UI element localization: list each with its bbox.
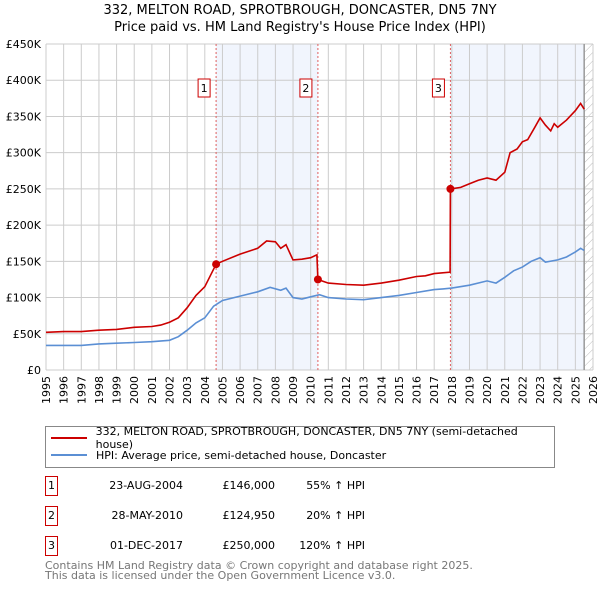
sale-label-box bbox=[197, 78, 211, 98]
sale-marker-badge: 3 bbox=[45, 536, 58, 556]
sale-row: 3 01-DEC-2017 £250,000 120% ↑ HPI bbox=[45, 536, 445, 556]
x-tick-label: 2013 bbox=[358, 376, 371, 404]
sale-point bbox=[313, 275, 322, 284]
legend-label: HPI: Average price, semi-detached house,… bbox=[96, 448, 387, 462]
y-tick-label: £350K bbox=[6, 110, 42, 123]
x-tick-label: 2015 bbox=[393, 376, 406, 404]
sale-label-box bbox=[299, 78, 313, 98]
sale-price: £250,000 bbox=[222, 539, 276, 552]
y-tick-label: £150K bbox=[6, 255, 42, 268]
y-tick-label: £400K bbox=[6, 74, 42, 87]
sale-hpi-change: 55% ↑ HPI bbox=[306, 479, 365, 492]
x-tick-label: 2010 bbox=[305, 376, 318, 404]
x-tick-label: 1996 bbox=[58, 376, 71, 404]
x-tick-label: 2023 bbox=[534, 376, 547, 404]
sale-row: 2 28-MAY-2010 £124,950 20% ↑ HPI bbox=[45, 506, 445, 526]
x-tick-label: 2014 bbox=[375, 376, 388, 404]
sale-hpi-change: 20% ↑ HPI bbox=[306, 509, 365, 522]
x-tick-label: 2019 bbox=[463, 376, 476, 404]
sale-marker-badge: 1 bbox=[45, 476, 58, 496]
series-line-hpi bbox=[46, 247, 585, 347]
chart-legend: 332, MELTON ROAD, SPROTBROUGH, DONCASTER… bbox=[45, 425, 555, 468]
legend-item-hpi: HPI: Average price, semi-detached house,… bbox=[51, 447, 386, 463]
y-tick-label: £0 bbox=[27, 364, 41, 377]
x-tick-label: 1999 bbox=[111, 376, 124, 404]
y-tick-label: £300K bbox=[6, 147, 42, 160]
sale-point bbox=[212, 260, 221, 269]
sale-price: £146,000 bbox=[222, 479, 276, 492]
sale-label: 1 bbox=[201, 82, 208, 95]
y-tick-label: £450K bbox=[6, 38, 42, 51]
x-tick-label: 2006 bbox=[234, 376, 247, 404]
legend-swatch-blue bbox=[51, 454, 87, 456]
x-tick-label: 2017 bbox=[428, 376, 441, 404]
y-tick-label: £250K bbox=[6, 183, 42, 196]
footer-attribution: Contains HM Land Registry data © Crown c… bbox=[45, 559, 473, 582]
shaded-ownership-period bbox=[450, 44, 585, 370]
sale-price: £124,950 bbox=[222, 509, 276, 522]
chart-title: 332, MELTON ROAD, SPROTBROUGH, DONCASTER… bbox=[103, 3, 497, 18]
x-tick-label: 2002 bbox=[164, 376, 177, 404]
footer-line: This data is licensed under the Open Gov… bbox=[45, 569, 396, 582]
x-tick-label: 2021 bbox=[499, 376, 512, 404]
y-tick-label: £200K bbox=[6, 219, 42, 232]
shaded-ownership-period bbox=[216, 44, 318, 370]
x-tick-label: 2026 bbox=[587, 376, 600, 404]
sale-point bbox=[446, 184, 455, 193]
x-tick-label: 2001 bbox=[146, 376, 159, 404]
x-tick-label: 2025 bbox=[569, 376, 582, 404]
x-tick-label: 2022 bbox=[516, 376, 529, 404]
x-tick-label: 1997 bbox=[75, 376, 88, 404]
sale-hpi-change: 120% ↑ HPI bbox=[299, 539, 365, 552]
x-tick-label: 2005 bbox=[216, 376, 229, 404]
series-line-property bbox=[45, 101, 585, 334]
x-tick-label: 1998 bbox=[93, 376, 106, 404]
x-tick-label: 2009 bbox=[287, 376, 300, 404]
footer-line: Contains HM Land Registry data © Crown c… bbox=[45, 559, 473, 572]
x-tick-label: 2012 bbox=[340, 376, 353, 404]
x-tick-label: 2020 bbox=[481, 376, 494, 404]
sale-label: 2 bbox=[302, 82, 309, 95]
chart-subtitle: Price paid vs. HM Land Registry's House … bbox=[114, 20, 486, 35]
x-tick-label: 2011 bbox=[322, 376, 335, 404]
x-tick-label: 2024 bbox=[552, 376, 565, 404]
x-tick-label: 1995 bbox=[40, 376, 53, 404]
y-tick-label: £100K bbox=[6, 292, 42, 305]
x-tick-label: 2000 bbox=[128, 376, 141, 404]
legend-item-property: 332, MELTON ROAD, SPROTBROUGH, DONCASTER… bbox=[51, 425, 554, 451]
y-tick-label: £50K bbox=[13, 328, 42, 341]
sale-label: 3 bbox=[435, 82, 442, 95]
sale-date: 01-DEC-2017 bbox=[109, 539, 183, 552]
x-tick-label: 2008 bbox=[269, 376, 282, 404]
sale-date: 23-AUG-2004 bbox=[109, 479, 183, 492]
x-tick-label: 2003 bbox=[181, 376, 194, 404]
sale-date: 28-MAY-2010 bbox=[111, 509, 183, 522]
price-chart: 1995 1996 1997 1998 1999 2000 2001 2002 2003 2004… bbox=[6, 38, 600, 404]
sale-row: 1 23-AUG-2004 £146,000 55% ↑ HPI bbox=[45, 476, 445, 496]
x-tick-label: 2018 bbox=[446, 376, 459, 404]
x-tick-label: 2007 bbox=[252, 376, 265, 404]
sale-label-box bbox=[431, 78, 445, 98]
legend-label: 332, MELTON ROAD, SPROTBROUGH, DONCASTER… bbox=[95, 425, 518, 451]
legend-swatch-red bbox=[51, 437, 87, 439]
x-tick-label: 2004 bbox=[199, 376, 212, 404]
sale-marker-badge: 2 bbox=[45, 506, 58, 526]
x-tick-label: 2016 bbox=[411, 376, 424, 404]
future-hatch-region bbox=[584, 44, 593, 370]
